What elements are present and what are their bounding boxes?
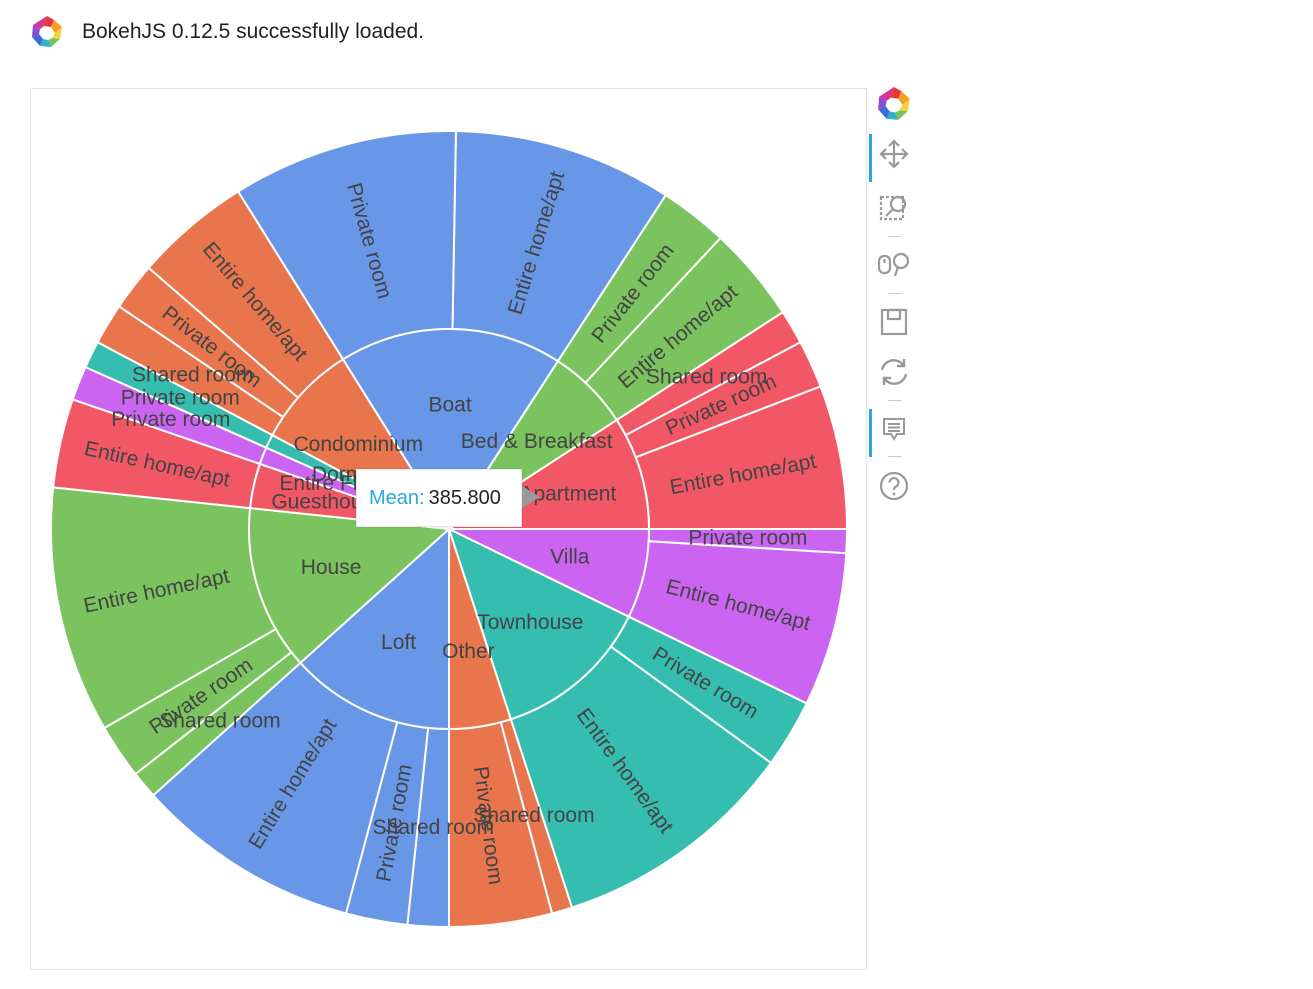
toolbar-divider <box>888 293 902 294</box>
pan-icon <box>879 139 909 169</box>
inner-label-townhouse: Townhouse <box>477 611 583 634</box>
toolbar-divider <box>888 456 902 457</box>
inner-label-condominium: Condominium <box>294 433 424 456</box>
hover-tooltip: Mean: 385.800 <box>356 469 522 527</box>
outer-label-entire-floor-private-room: Private room <box>111 408 230 431</box>
pan-tool[interactable] <box>869 132 919 182</box>
bokeh-logo-icon[interactable] <box>869 82 919 126</box>
hover-tool[interactable] <box>869 407 919 457</box>
tooltip-arrow-icon <box>522 486 540 508</box>
inner-label-other: Other <box>442 640 495 663</box>
inner-label-bed-breakfast: Bed & Breakfast <box>461 430 613 453</box>
inner-label-house: House <box>301 556 362 579</box>
outer-label-apartment-shared-room: Shared room <box>646 366 767 389</box>
inner-label-apartment: Apartment <box>519 482 616 505</box>
bokeh-logo-icon <box>32 16 62 47</box>
load-message: BokehJS 0.12.5 successfully loaded. <box>82 20 425 43</box>
save-tool[interactable] <box>869 300 919 344</box>
toolbar-divider <box>888 400 902 401</box>
outer-label-condominium-shared-room: Shared room <box>132 364 253 387</box>
help-icon <box>879 471 909 501</box>
hover-icon <box>883 418 905 441</box>
help-tool[interactable] <box>869 464 919 508</box>
inner-segment-boat[interactable] <box>341 328 560 531</box>
inner-label-villa: Villa <box>550 545 590 568</box>
reset-tool[interactable] <box>869 350 919 394</box>
tooltip-key: Mean: <box>369 486 425 509</box>
inner-label-dorm: Dorm <box>312 463 363 486</box>
outer-label-villa-private-room: Private room <box>688 527 807 550</box>
outer-label-loft-shared-room: Shared room <box>373 816 494 839</box>
box-zoom-icon <box>879 195 907 221</box>
reset-icon <box>880 359 908 385</box>
tooltip-value: 385.800 <box>428 486 501 509</box>
outer-label-dorm-private-room: Private room <box>121 386 240 409</box>
outer-label-other-shared-room: Shared room <box>473 804 594 827</box>
box-zoom-tool[interactable] <box>869 186 919 230</box>
inner-segment-townhouse[interactable] <box>447 527 631 721</box>
outer-label-house-shared-room: Shared room <box>159 710 280 733</box>
status-header: BokehJS 0.12.5 successfully loaded. <box>30 14 424 50</box>
wheel-zoom-tool[interactable] <box>869 242 919 286</box>
inner-segment-loft[interactable] <box>298 526 450 731</box>
inner-label-boat: Boat <box>428 394 471 417</box>
save-icon <box>880 308 908 336</box>
wheel-zoom-icon <box>877 252 910 277</box>
inner-label-loft: Loft <box>381 631 416 654</box>
plot-frame <box>30 88 867 970</box>
toolbar-divider <box>888 236 902 237</box>
inner-segment-house[interactable] <box>248 506 452 665</box>
